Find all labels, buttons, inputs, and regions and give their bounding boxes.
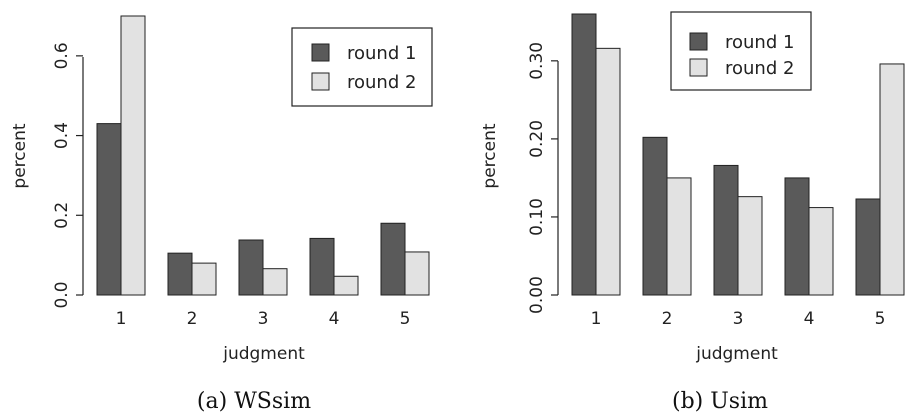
bar-round-1-5 (855, 198, 881, 296)
y-tick-label: 0.20 (527, 120, 547, 158)
legend-label-round-1: round 1 (347, 43, 416, 64)
y-axis-title: percent (10, 123, 30, 188)
y-tick-label: 0.6 (52, 42, 72, 69)
x-tick-label: 1 (116, 309, 127, 329)
x-axis-title: judgment (695, 344, 778, 364)
x-tick-label: 4 (804, 309, 815, 329)
legend-swatch-round-2 (311, 72, 330, 91)
legend-swatch-round-1 (311, 43, 330, 62)
bar-round-2-5 (404, 251, 430, 296)
chart-panel-wssim: 0.0 0.2 0.4 0.6 1 2 3 4 5 percent judgment roun… (10, 15, 433, 414)
bar-round-1-5 (380, 222, 406, 296)
legend-swatch-round-2 (689, 58, 708, 77)
y-tick-label: 0.30 (527, 42, 547, 80)
bar-round-2-1 (595, 47, 621, 296)
legend-wssim: round 1 round 2 (291, 27, 433, 107)
x-tick-label: 5 (400, 309, 411, 329)
bars-usim (571, 13, 905, 296)
x-axis-title: judgment (222, 344, 305, 364)
x-tick-label: 1 (591, 309, 602, 329)
bar-round-1-4 (784, 177, 810, 296)
bar-round-2-4 (333, 275, 359, 296)
legend-label-round-2: round 2 (725, 58, 794, 79)
bar-round-2-3 (737, 196, 763, 296)
caption-usim: (b) Usim (672, 389, 768, 414)
legend-usim: round 1 round 2 (670, 11, 812, 91)
x-tick-label: 3 (258, 309, 269, 329)
y-axis-ticks: 0.00 0.10 0.20 0.30 (527, 42, 558, 314)
y-tick-label: 0.00 (527, 276, 547, 314)
legend-label-round-2: round 2 (347, 72, 416, 93)
bar-round-1-1 (96, 123, 122, 296)
caption-wssim: (a) WSsim (197, 389, 311, 414)
x-tick-label: 2 (187, 309, 198, 329)
bar-round-2-5 (879, 63, 905, 296)
bar-round-2-2 (191, 262, 217, 296)
legend-box (670, 11, 812, 91)
y-tick-label: 0.2 (52, 202, 72, 229)
bar-round-1-4 (309, 237, 335, 296)
bar-round-2-1 (120, 15, 146, 296)
legend-box (291, 27, 433, 107)
bars-wssim (96, 15, 430, 296)
bar-round-1-3 (238, 239, 264, 296)
bar-round-1-1 (571, 13, 597, 296)
x-axis-ticks: 1 2 3 4 5 (591, 309, 886, 329)
x-tick-label: 2 (662, 309, 673, 329)
x-tick-label: 5 (875, 309, 886, 329)
bar-round-2-2 (666, 177, 692, 296)
bar-round-2-3 (262, 268, 288, 296)
bar-round-1-2 (642, 136, 668, 296)
x-tick-label: 3 (733, 309, 744, 329)
x-tick-label: 4 (329, 309, 340, 329)
bar-round-2-4 (808, 207, 834, 296)
y-axis-title: percent (480, 123, 500, 188)
bar-round-1-3 (713, 164, 739, 296)
x-axis-ticks: 1 2 3 4 5 (116, 309, 411, 329)
bar-round-1-2 (167, 252, 193, 296)
y-tick-label: 0.0 (52, 281, 72, 308)
y-axis-ticks: 0.0 0.2 0.4 0.6 (52, 42, 83, 309)
legend-swatch-round-1 (689, 32, 708, 51)
y-tick-label: 0.10 (527, 198, 547, 236)
legend-label-round-1: round 1 (725, 32, 794, 53)
y-tick-label: 0.4 (52, 122, 72, 149)
